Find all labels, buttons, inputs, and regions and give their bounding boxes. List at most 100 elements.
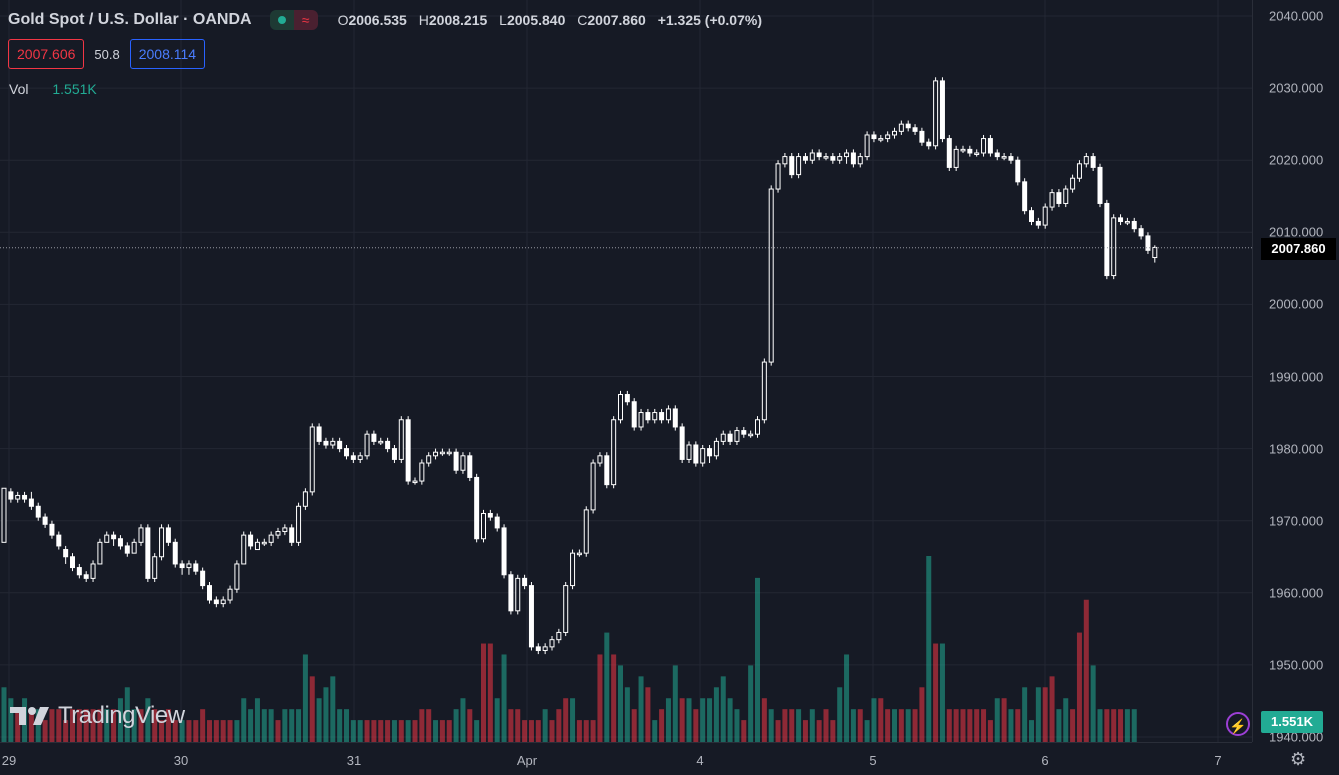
candle xyxy=(1029,207,1034,226)
candle xyxy=(994,149,1000,161)
candle xyxy=(535,643,541,655)
candle xyxy=(782,152,788,168)
volume-bar xyxy=(275,720,281,742)
volume-bar xyxy=(933,643,939,742)
volume-value: 1.551K xyxy=(52,81,97,97)
volume-bar xyxy=(117,698,123,742)
volume-bar xyxy=(405,720,411,742)
volume-bar xyxy=(570,698,576,742)
volume-bar xyxy=(467,709,473,742)
candle xyxy=(56,531,62,550)
volume-bar xyxy=(700,698,706,742)
volume-tag: 1.551K xyxy=(1261,711,1323,733)
volume-bar xyxy=(104,709,110,742)
volume-bar xyxy=(494,698,500,742)
candle xyxy=(63,545,69,564)
ask-price-button[interactable]: 2008.114 xyxy=(129,39,206,69)
volume-bar xyxy=(76,709,82,742)
volume-bar xyxy=(28,709,34,742)
volume-bar xyxy=(549,720,555,742)
market-open-dot-icon xyxy=(269,10,294,30)
volume-bar xyxy=(35,709,41,742)
candle xyxy=(898,120,904,135)
candle xyxy=(83,571,89,582)
candle xyxy=(816,149,822,161)
volume-bar xyxy=(1083,599,1089,742)
symbol-title[interactable]: Gold Spot / U.S. Dollar · OANDA xyxy=(8,11,252,28)
volume-bar xyxy=(1090,665,1096,742)
market-status[interactable]: ≈ xyxy=(269,10,318,30)
candle xyxy=(823,152,829,161)
change-value: +1.325 (+0.07%) xyxy=(657,12,762,28)
candle xyxy=(864,131,870,161)
candle xyxy=(885,131,891,143)
volume-bar xyxy=(268,709,274,742)
candle xyxy=(316,423,322,445)
lightning-icon[interactable]: ⚡ xyxy=(1226,712,1250,736)
candle xyxy=(70,553,75,572)
price-chart[interactable] xyxy=(0,0,1252,742)
bid-price-button[interactable]: 2007.606 xyxy=(8,39,85,69)
gear-icon[interactable]: ⚙ xyxy=(1290,749,1307,769)
time-tick-label: 4 xyxy=(696,753,704,768)
volume-bar xyxy=(782,709,788,742)
volume-bar xyxy=(1035,687,1041,742)
candle xyxy=(474,473,480,543)
candle xyxy=(234,560,240,593)
candle xyxy=(433,448,439,460)
candle xyxy=(768,185,774,366)
volume-bar xyxy=(686,698,692,742)
volume-bar xyxy=(727,698,733,742)
volume-label[interactable]: Vol xyxy=(9,81,29,97)
candle xyxy=(111,531,117,546)
price-tick-label: 2020.000 xyxy=(1269,152,1324,168)
candle xyxy=(453,448,459,474)
volume-bar xyxy=(960,709,966,742)
candle xyxy=(460,452,466,474)
last-price-tag: 2007.860 xyxy=(1261,238,1336,260)
price-tick-label: 2010.000 xyxy=(1269,224,1324,240)
candle xyxy=(638,408,644,431)
volume-bar xyxy=(357,720,363,742)
chart-grid xyxy=(0,0,1252,742)
volume-bar xyxy=(1008,709,1014,742)
candle xyxy=(487,509,493,521)
volume-bar xyxy=(864,720,870,742)
candle xyxy=(165,524,171,546)
volume-bar xyxy=(501,654,507,742)
time-axis[interactable]: 29 30 31 Apr 4 5 6 7 ⚙ xyxy=(0,742,1306,775)
candle xyxy=(1111,214,1117,280)
candle xyxy=(905,120,911,132)
candle xyxy=(604,452,610,489)
price-axis[interactable]: 2040.000 2030.000 2020.000 2010.000 2000.000… xyxy=(1252,0,1339,745)
volume-bar xyxy=(885,709,891,742)
candle xyxy=(597,452,603,467)
tradingview-logo[interactable]: TradingView xyxy=(10,702,185,730)
time-tick-label: 6 xyxy=(1041,753,1049,768)
volume-bar xyxy=(378,720,384,742)
volume-bar xyxy=(481,643,486,742)
candle xyxy=(570,549,576,590)
volume-bar xyxy=(535,720,541,742)
candle xyxy=(679,423,685,464)
candle xyxy=(933,77,939,150)
volume-bar xyxy=(809,709,815,742)
volume-bar xyxy=(645,687,651,742)
candle xyxy=(371,430,377,445)
volume-bar xyxy=(385,720,391,742)
candle xyxy=(809,149,815,164)
candle xyxy=(302,488,308,510)
candle xyxy=(912,124,918,135)
candles xyxy=(1,77,1158,655)
volume-bar xyxy=(193,720,199,742)
volume-bar xyxy=(713,687,719,742)
candle xyxy=(90,560,96,582)
candle xyxy=(172,538,178,568)
volume-bar xyxy=(159,720,165,742)
volume-bar xyxy=(323,687,329,742)
price-tick-label: 1990.000 xyxy=(1269,369,1324,384)
candle xyxy=(124,542,130,557)
volume-bar xyxy=(213,720,219,742)
volume-bar xyxy=(761,698,767,742)
candle xyxy=(1008,152,1014,164)
